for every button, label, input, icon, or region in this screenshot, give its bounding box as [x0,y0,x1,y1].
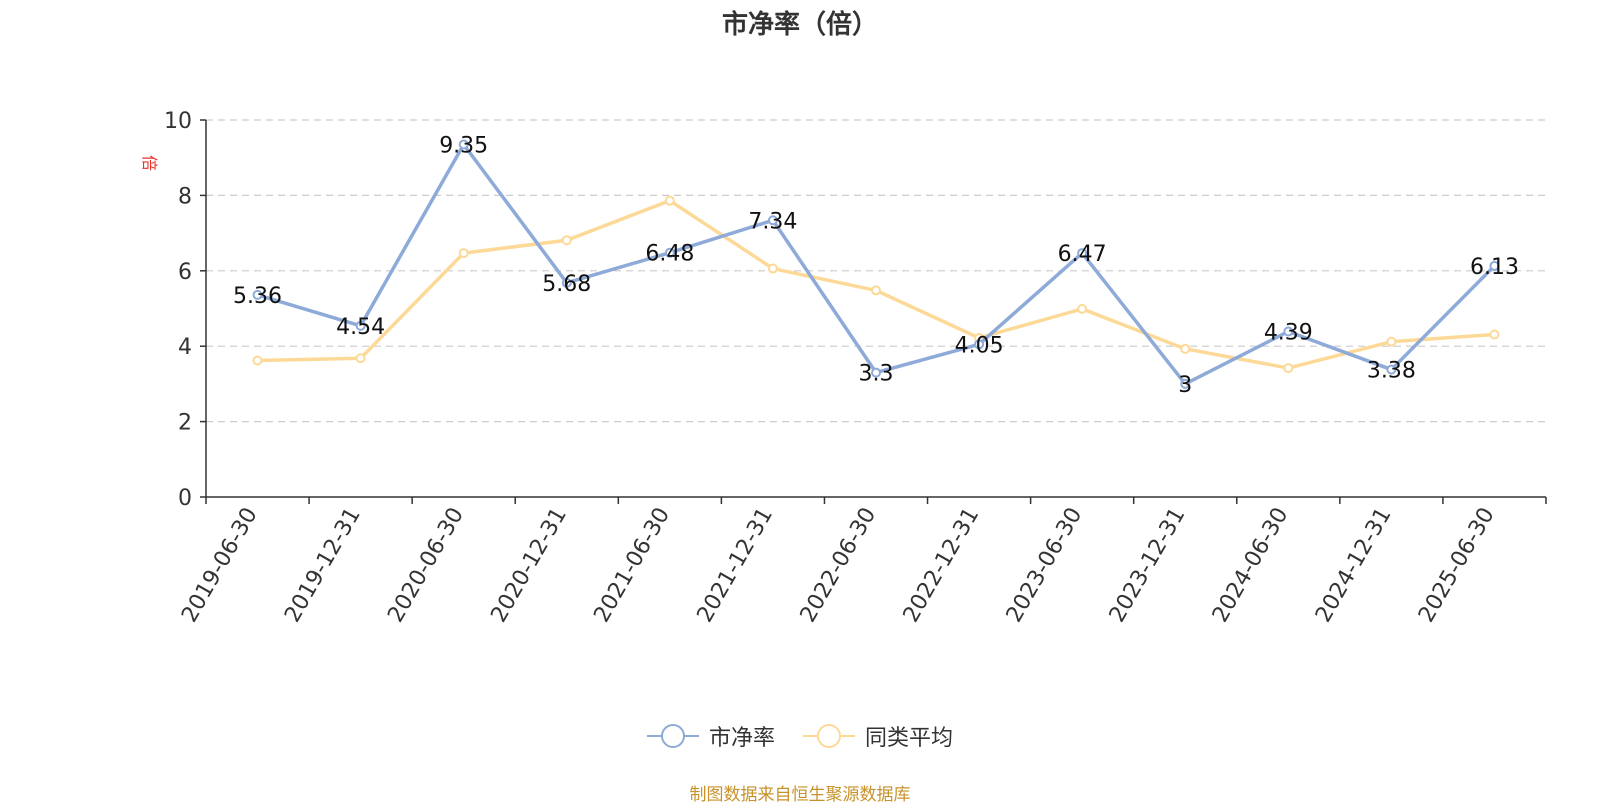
x-tick-label: 2024-06-30 [1208,504,1294,627]
legend-item-peer-average[interactable]: 同类平均 [803,720,953,752]
pb-data-label: 3.38 [1367,359,1416,384]
y-tick-label: 2 [178,411,192,436]
pb-point [1283,326,1294,337]
pb-data-label: 6.13 [1470,255,1519,280]
x-tick-label: 2024-12-31 [1311,504,1397,627]
x-tick-label: 2021-12-31 [693,504,779,627]
peer-average-point [1180,343,1191,354]
pb-point [561,277,572,288]
pb-data-label: 3 [1178,373,1192,398]
pb-data-label: 5.68 [542,272,591,297]
pb-point [664,247,675,258]
pb-point [1180,378,1191,389]
pb-data-label: 5.36 [233,284,282,309]
pb-point [1386,364,1397,375]
x-tick-label: 2020-12-31 [486,504,572,627]
pb-data-label: 9.35 [439,134,488,159]
chart-title: 市净率（倍） [721,10,878,40]
peer-average-point [767,263,778,274]
x-tick-label: 2021-06-30 [589,504,675,627]
legend-pb-marker-icon [646,724,699,748]
pb-data-label: 4.05 [955,333,1004,358]
legend-peer-average-label: 同类平均 [865,726,954,751]
pb-point [767,215,778,226]
legend: 市净率 同类平均 [0,720,1600,752]
x-tick-label: 2022-06-30 [796,504,882,627]
x-tick-label: 2019-06-30 [177,504,263,627]
pb-point [458,139,469,150]
x-tick-label: 2019-12-31 [280,504,366,627]
pb-series-line [257,142,1496,386]
x-tick-label: 2023-12-31 [1105,504,1191,627]
pb-point [871,367,881,378]
y-axis-label: 倍 [140,155,159,171]
pb-data-label: 4.39 [1264,320,1313,345]
legend-pb-label: 市净率 [708,726,775,751]
peer-average-point [871,285,881,296]
x-tick-label: 2020-06-30 [383,504,469,627]
pb-data-label: 4.54 [336,315,385,340]
y-tick-label: 8 [178,184,192,209]
pb-data-label: 6.48 [645,242,694,267]
x-tick-label: 2023-06-30 [1002,504,1088,627]
legend-item-pb[interactable]: 市净率 [646,720,775,752]
pb-data-label: 7.34 [748,209,797,234]
pb-point [974,339,985,350]
pb-point [252,289,263,300]
legend-peer-average-marker-icon [803,724,855,748]
pb-data-label: 3.3 [859,362,894,387]
peer-average-point [458,248,469,259]
x-tick-label: 2025-06-30 [1414,504,1500,627]
pb-point [355,320,366,331]
pb-point [1489,260,1500,271]
peer-average-point [355,353,366,364]
y-tick-label: 0 [178,486,192,511]
pb-data-label: 6.47 [1058,242,1107,267]
peer-average-point [252,355,263,366]
peer-average-point [1077,303,1088,314]
source-note: 制图数据来自恒生聚源数据库 [689,785,911,805]
y-tick-label: 6 [178,260,192,285]
peer-average-point [561,235,572,246]
peer-average-point [1283,363,1294,374]
peer-average-point [664,195,675,206]
peer-average-point [1489,329,1500,340]
y-tick-label: 4 [178,335,192,360]
peer-average-point [1386,336,1397,347]
y-tick-label: 10 [164,109,192,134]
x-tick-label: 2022-12-31 [899,504,985,627]
pb-point [1077,248,1088,259]
